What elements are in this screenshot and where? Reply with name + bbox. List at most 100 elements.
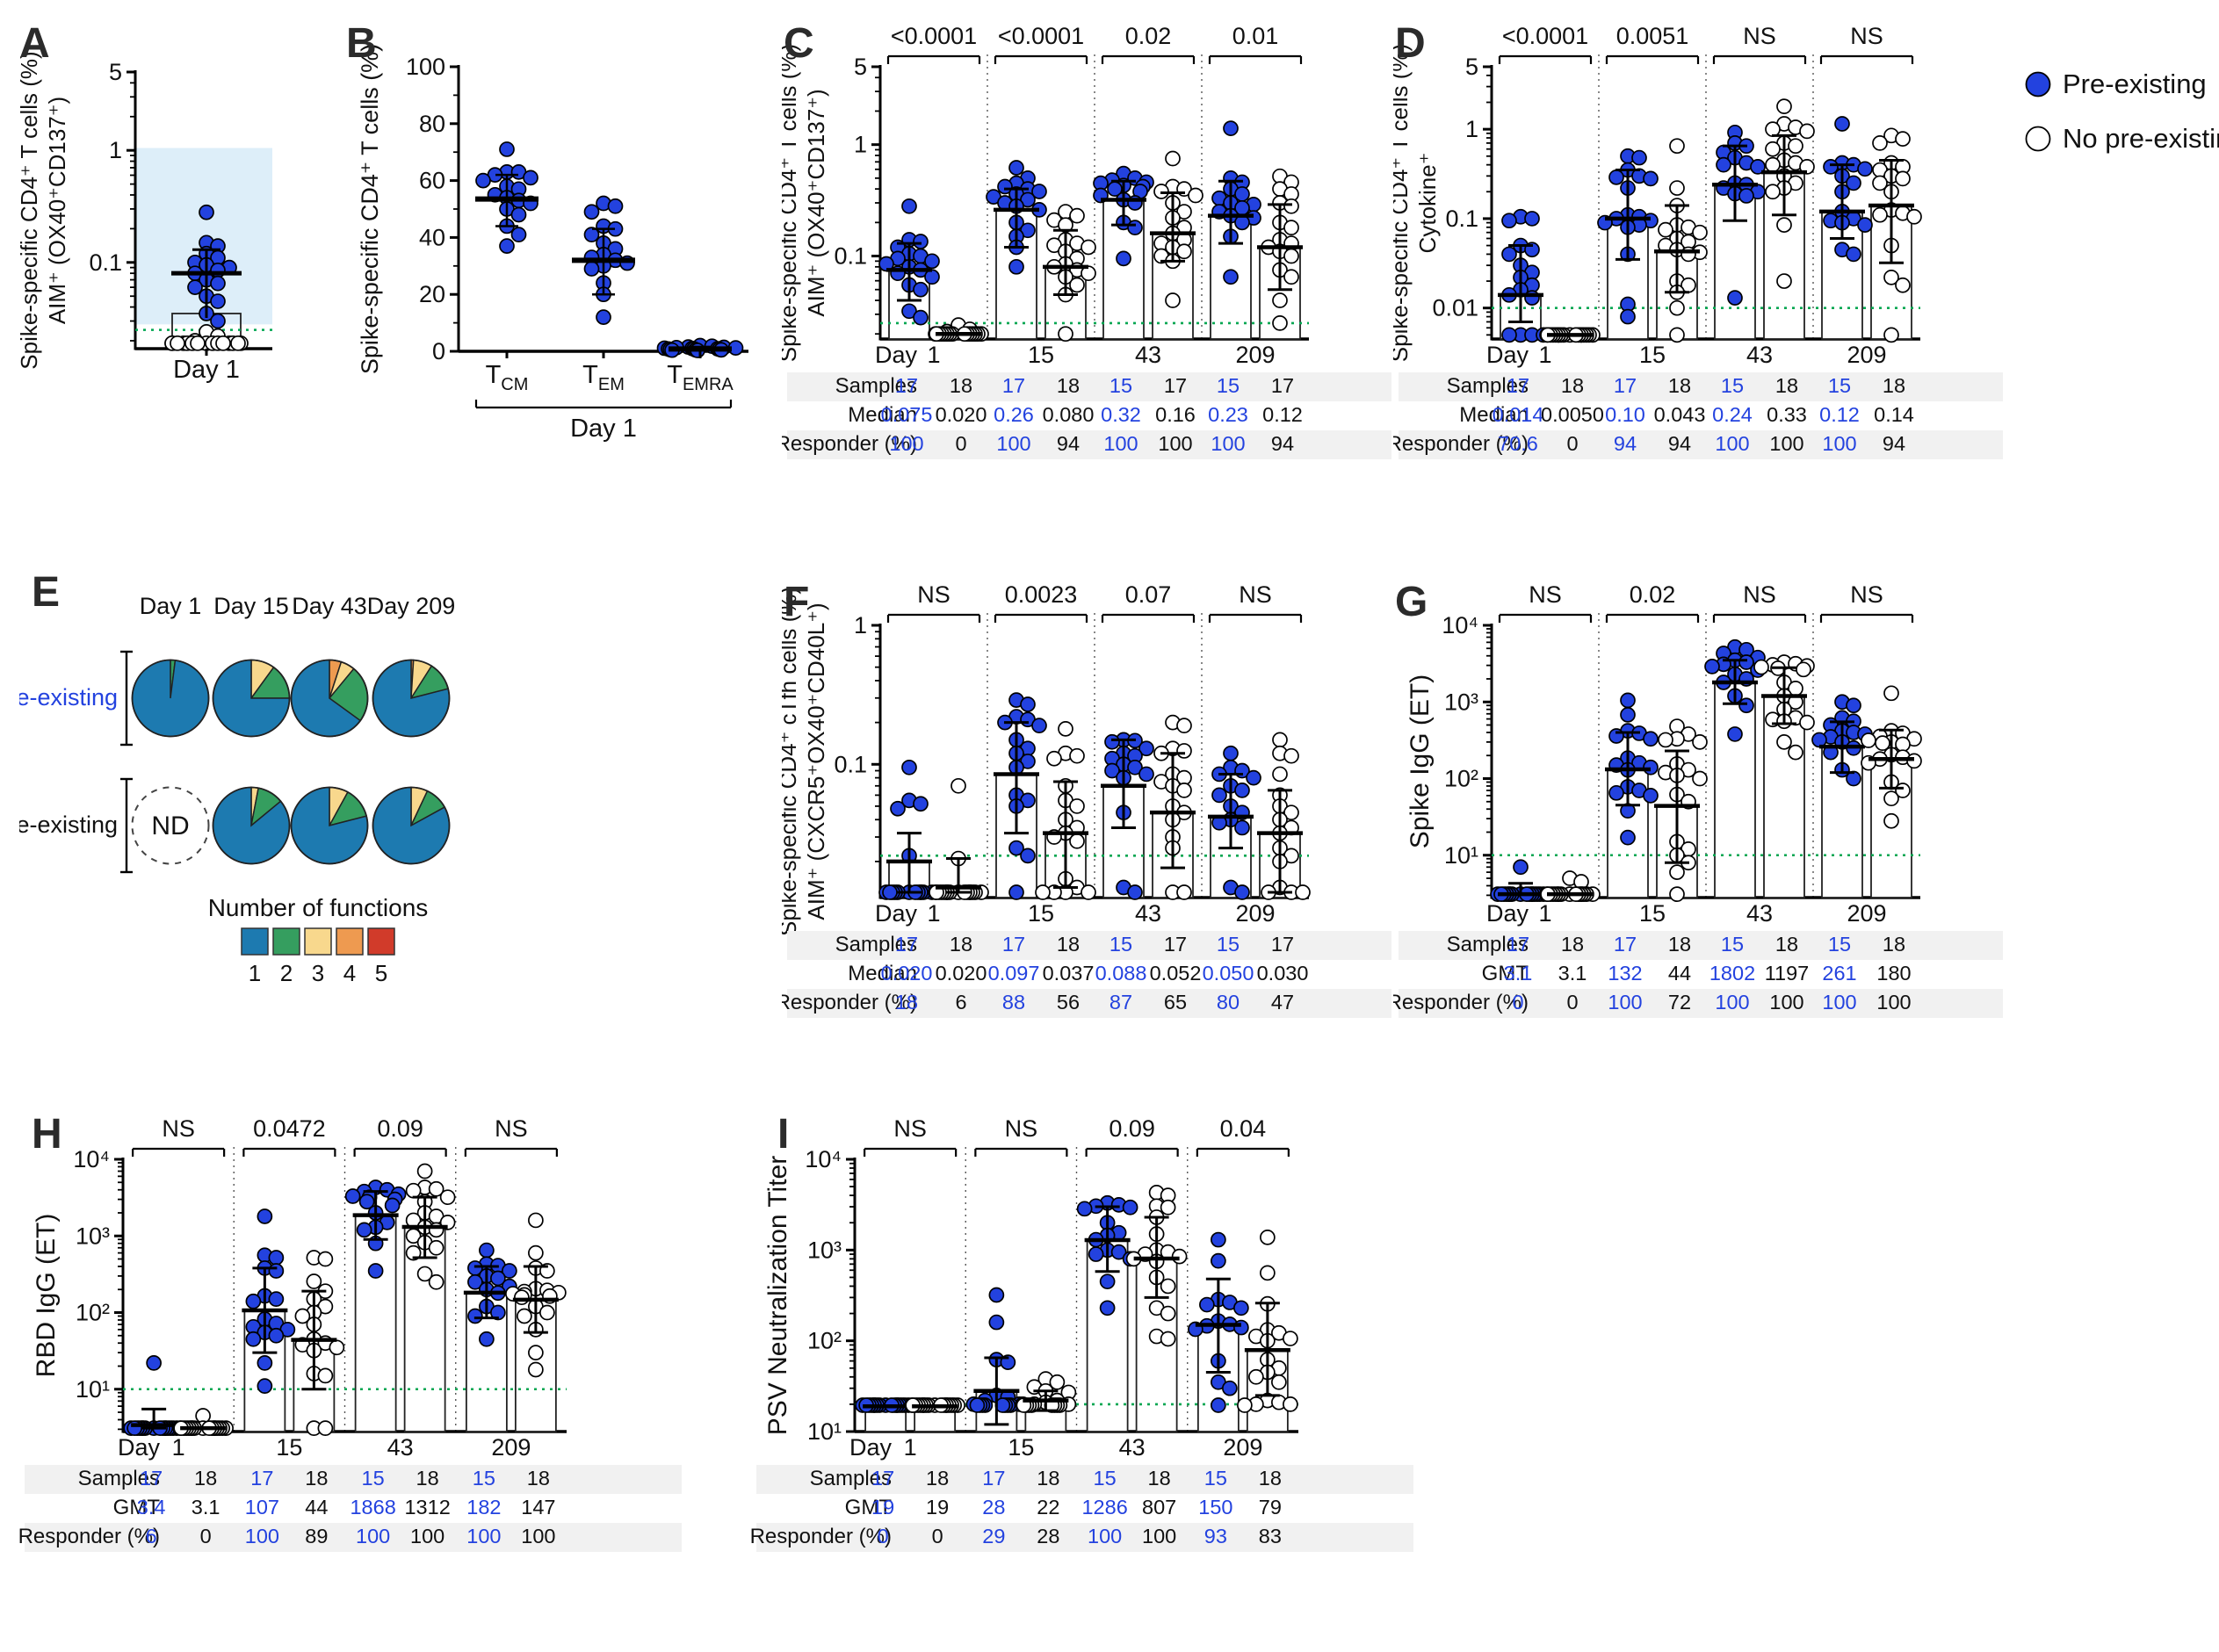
filled-circle-icon bbox=[2025, 71, 2051, 97]
p-value: NS bbox=[1743, 581, 1776, 608]
data-point bbox=[1008, 840, 1024, 856]
series-legend: Pre-existing No pre-existing bbox=[2017, 58, 2219, 198]
data-point bbox=[317, 1367, 334, 1384]
y-tick-label: 10³ bbox=[76, 1223, 110, 1249]
data-point bbox=[1692, 770, 1708, 787]
table-row-bg bbox=[787, 989, 1391, 1018]
pie-outline bbox=[212, 786, 291, 865]
data-point bbox=[1895, 131, 1911, 147]
series-D-day15-pre bbox=[1597, 148, 1659, 325]
day-value: 1 bbox=[172, 1434, 185, 1461]
panel-letter-d: D bbox=[1395, 20, 1426, 67]
table-cell-value: 94 bbox=[1668, 432, 1691, 455]
table-cell-value: 261 bbox=[1822, 962, 1856, 985]
series-C-day1-pre bbox=[878, 198, 940, 326]
x-tick-label: TEMRA bbox=[667, 361, 734, 394]
data-point bbox=[1681, 246, 1696, 263]
table-cell-value: 100 bbox=[1769, 991, 1803, 1014]
data-point bbox=[230, 335, 246, 351]
data-point bbox=[510, 206, 527, 223]
data-point bbox=[210, 275, 226, 292]
data-point bbox=[1776, 217, 1792, 233]
pie-outline bbox=[131, 659, 210, 738]
nd-label: ND bbox=[151, 812, 189, 840]
day-value: 209 bbox=[1235, 900, 1275, 927]
panel-i: I 10⁴ 10³ 10² 10¹ PSV Neutralization Titer NS… bbox=[751, 1098, 1419, 1649]
data-point bbox=[583, 204, 600, 220]
data-point bbox=[1501, 327, 1517, 343]
table-cell-value: 150 bbox=[1198, 1496, 1232, 1519]
table-row-bg bbox=[756, 1465, 1413, 1494]
pie-legend-label: 3 bbox=[312, 960, 324, 986]
data-point bbox=[988, 1287, 1005, 1303]
table-row-bg bbox=[756, 1523, 1413, 1552]
panel-H-plot: 10⁴ 10³ 10² 10¹ RBD IgG (ET) NS 0.0472 0.09 NS Da… bbox=[19, 1115, 682, 1552]
data-point bbox=[1834, 116, 1850, 132]
panel-d-chart: 5 1 0.1 0.01 Spike-specific CD4⁺ T cells (%)… bbox=[1393, 23, 2003, 459]
data-point bbox=[428, 1273, 445, 1290]
data-point bbox=[1716, 156, 1731, 173]
data-point bbox=[1272, 732, 1288, 748]
table-cell-value: 0.043 bbox=[1654, 403, 1706, 426]
table-cell-value: 80 bbox=[1217, 991, 1240, 1014]
data-point bbox=[416, 1266, 433, 1282]
table-cell-value: 0.030 bbox=[1257, 962, 1309, 985]
table-cell-value: 44 bbox=[1668, 962, 1691, 985]
data-point bbox=[1272, 315, 1288, 331]
y-axis-label: AIM⁺ (OX40⁺CD137⁺) bbox=[44, 97, 70, 324]
table-row-bg bbox=[1399, 372, 2003, 401]
p-value: 0.01 bbox=[1232, 23, 1279, 49]
table-cell-value: 18 bbox=[1883, 374, 1905, 397]
data-point bbox=[1788, 138, 1803, 155]
data-point bbox=[1176, 884, 1192, 900]
data-point bbox=[913, 796, 929, 812]
table-cell-value: 65 bbox=[1164, 991, 1187, 1014]
series-G-day209-no bbox=[1861, 685, 1922, 829]
data-point bbox=[502, 1263, 517, 1279]
pie-row-label: No pre-existing bbox=[19, 812, 118, 838]
data-point bbox=[1188, 187, 1203, 204]
series-D-day43-pre bbox=[1712, 124, 1766, 306]
p-value: <0.0001 bbox=[1502, 23, 1588, 49]
table-cell-value: 18 bbox=[305, 1467, 328, 1490]
data-point bbox=[1857, 161, 1873, 177]
series-H-day43-no bbox=[401, 1163, 456, 1290]
table-cell-value: 0.32 bbox=[1101, 403, 1141, 426]
panel-letter-b: B bbox=[346, 20, 377, 67]
table-cell-value: 0 bbox=[932, 1525, 943, 1547]
day-value: 1 bbox=[1538, 342, 1551, 368]
panel-b-chart: 0 20 40 60 80 100 Spike-specific CD4⁺ T cells … bbox=[357, 44, 748, 443]
table-cell-value: 18 bbox=[1883, 933, 1905, 956]
pie-legend-label: 1 bbox=[249, 960, 261, 986]
data-point bbox=[475, 172, 491, 189]
day-value: 43 bbox=[1746, 900, 1773, 927]
p-value: 0.0472 bbox=[253, 1115, 326, 1142]
data-point bbox=[1620, 829, 1636, 846]
table-cell-value: 28 bbox=[1037, 1525, 1059, 1547]
data-point bbox=[1069, 798, 1085, 814]
data-point bbox=[358, 1194, 375, 1210]
data-point bbox=[1176, 783, 1192, 798]
data-point bbox=[607, 198, 624, 214]
p-value: 0.04 bbox=[1220, 1115, 1267, 1142]
data-point bbox=[329, 1339, 345, 1356]
data-point bbox=[1122, 1199, 1138, 1216]
table-cell-value: 70.6 bbox=[1498, 432, 1538, 455]
data-point bbox=[1765, 184, 1781, 200]
data-point bbox=[257, 1355, 273, 1371]
table-cell-value: 100 bbox=[1211, 432, 1245, 455]
panel-letter-f: F bbox=[784, 579, 810, 625]
series-F-day43-pre bbox=[1101, 732, 1154, 900]
data-point bbox=[268, 1263, 285, 1279]
data-point bbox=[146, 1355, 162, 1371]
table-row-label: Median bbox=[848, 403, 917, 427]
data-point bbox=[1160, 1278, 1176, 1295]
day-value: 15 bbox=[276, 1434, 302, 1461]
data-point bbox=[1104, 762, 1120, 779]
table-cell-value: 15 bbox=[1721, 374, 1744, 397]
p-value: 0.09 bbox=[377, 1115, 423, 1142]
median-bar bbox=[1714, 682, 1756, 898]
data-point bbox=[1669, 327, 1685, 343]
table-row-bg bbox=[1399, 430, 2003, 459]
data-point bbox=[1895, 277, 1911, 293]
